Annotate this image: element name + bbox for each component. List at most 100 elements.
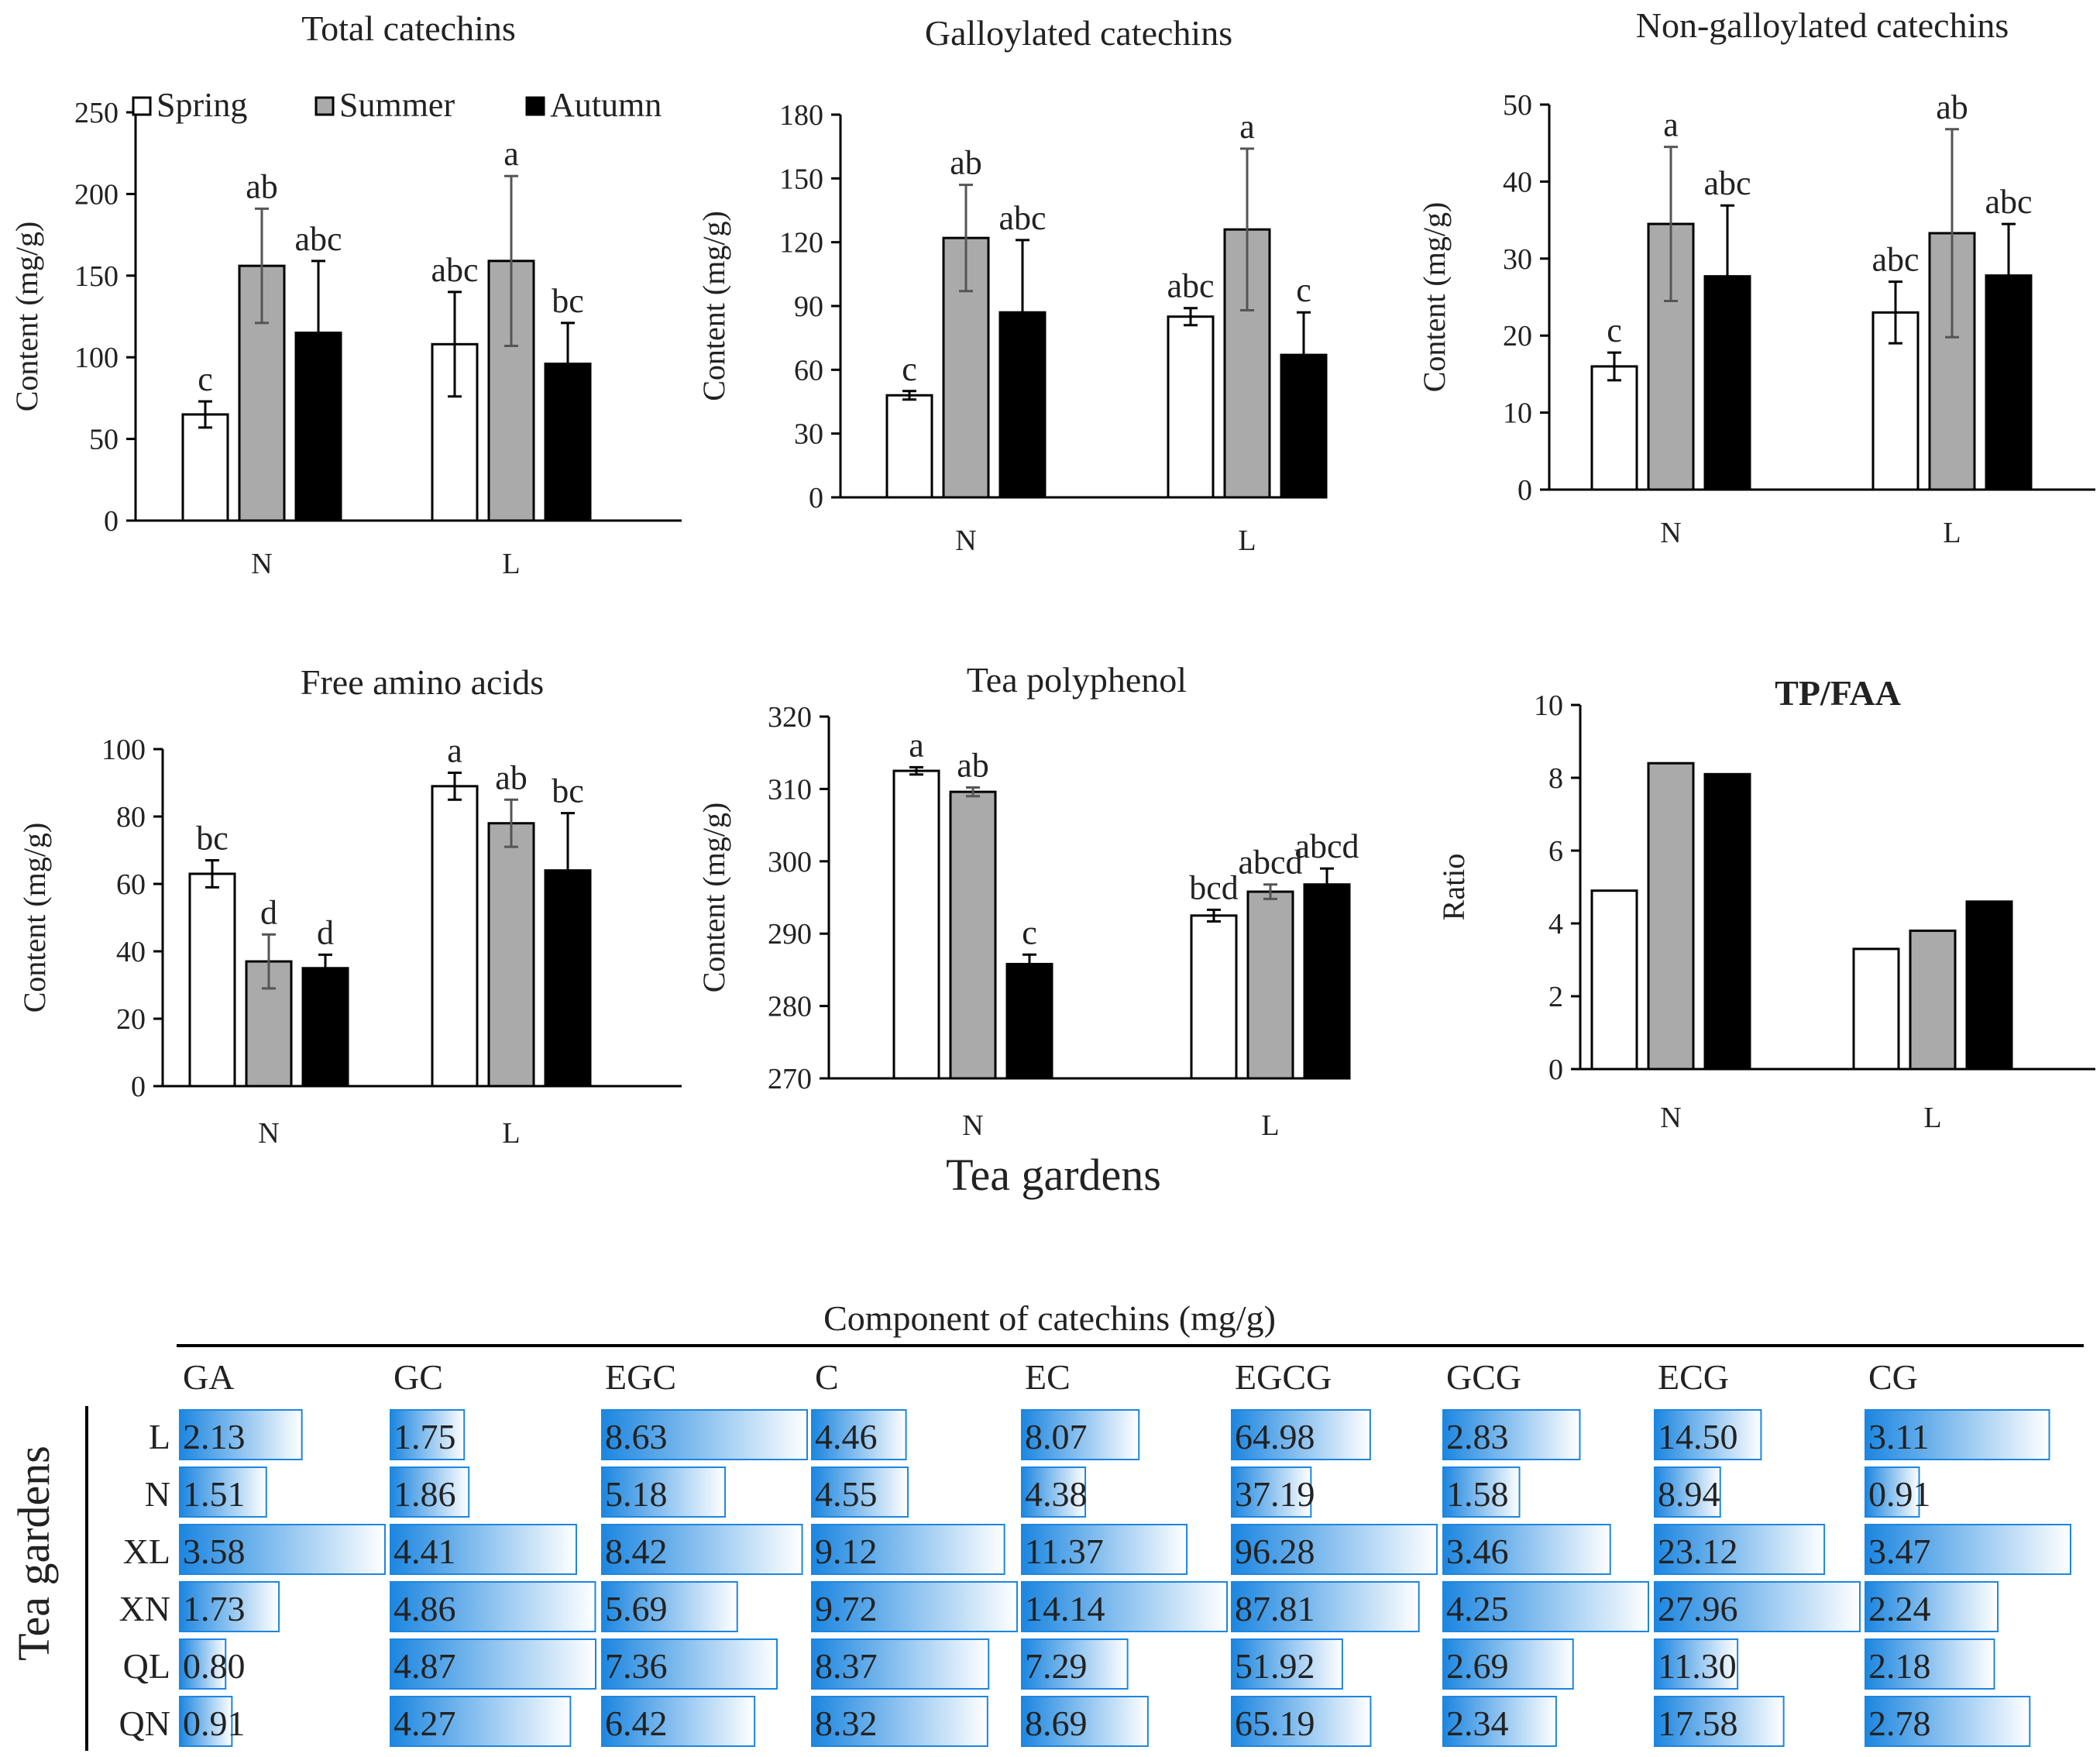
legend-item-summer: Summer: [314, 86, 455, 124]
bar-summer-n: [1647, 762, 1695, 1071]
significance-label: a: [1663, 106, 1679, 144]
y-tick-label: 80: [116, 801, 146, 834]
significance-label: c: [1296, 271, 1311, 309]
bar-summer-l: [1909, 929, 1957, 1071]
error-bar-spring-l: [1207, 908, 1221, 923]
error-bar-summer-l: [504, 174, 518, 347]
data-bar-ecg: [1654, 1466, 1721, 1518]
significance-label: bc: [552, 772, 584, 810]
significance-label: a: [909, 726, 924, 764]
cell-value-ecg: 8.94: [1658, 1474, 1720, 1514]
data-bar-egc: [601, 1524, 803, 1575]
cell-value-ec: 11.37: [1025, 1532, 1104, 1571]
significance-label: abc: [1167, 267, 1214, 305]
x-tick-label-l: L: [502, 548, 520, 580]
y-tick-label: 320: [768, 701, 812, 734]
data-bar-gc: [390, 1409, 466, 1460]
column-header-c: C: [815, 1357, 839, 1397]
x-tick-label-n: N: [955, 524, 976, 557]
column-header-ga: GA: [183, 1357, 234, 1397]
cell-value-ecg: 14.50: [1658, 1417, 1738, 1456]
x-tick-label-l: L: [1943, 517, 1961, 549]
cell-value-ga: 1.51: [183, 1474, 246, 1514]
cell-value-cg: 2.24: [1868, 1589, 1931, 1628]
y-tick-label: 0: [1548, 1054, 1563, 1086]
significance-label: bc: [552, 282, 584, 320]
data-bar-cg: [1865, 1409, 2050, 1460]
error-bar-summer-n: [1664, 146, 1678, 302]
row-label: XN: [119, 1589, 170, 1628]
data-bar-egcg: [1231, 1581, 1420, 1632]
data-bar-ec: [1021, 1638, 1129, 1690]
cell-value-gcg: 2.69: [1446, 1646, 1509, 1686]
error-bar-spring-n: [909, 765, 923, 776]
row-label: XL: [123, 1532, 170, 1571]
y-axis-label: Content (mg/g): [1417, 202, 1452, 393]
row-label: QL: [123, 1646, 170, 1686]
data-bar-cg: [1865, 1638, 1995, 1690]
legend-swatch: [525, 96, 545, 116]
y-tick-label: 100: [74, 342, 119, 374]
data-bar-ec: [1021, 1581, 1228, 1632]
cell-value-cg: 3.11: [1868, 1417, 1930, 1456]
error-bar-autumn-n: [318, 953, 332, 983]
y-tick-label: 310: [768, 773, 812, 806]
error-bar-spring-l: [1889, 280, 1902, 345]
cell-value-ecg: 27.96: [1658, 1589, 1738, 1628]
chart-panel-free-amino-acids: Free amino acids Content (mg/g) 0 20 40 60 80 1…: [17, 662, 682, 1150]
bar-spring-n: [181, 413, 229, 522]
data-bar-egcg: [1231, 1638, 1343, 1690]
significance-label: c: [902, 350, 917, 388]
cell-value-gcg: 3.46: [1446, 1532, 1509, 1571]
cell-value-gc: 4.41: [394, 1532, 456, 1571]
significance-label: abc: [1871, 241, 1919, 279]
error-bar-summer-l: [1240, 147, 1254, 311]
y-tick-label: 8: [1548, 762, 1563, 795]
bar-autumn-n: [301, 967, 349, 1088]
cell-value-ecg: 17.58: [1658, 1704, 1738, 1743]
y-tick-label: 10: [1503, 397, 1532, 430]
x-tick-label-l: L: [1238, 524, 1256, 557]
table-row-n: N 1.51 1.86 5.18 4.55 4.38 37.19 1.58 8.94 0.91: [145, 1466, 1931, 1518]
data-bar-c: [811, 1638, 990, 1690]
data-bar-ga: [179, 1466, 267, 1518]
cell-value-ga: 0.91: [183, 1704, 246, 1743]
data-bar-gcg: [1442, 1524, 1611, 1575]
cell-value-c: 4.55: [815, 1474, 878, 1514]
x-tick-label-n: N: [1660, 517, 1681, 549]
legend-item-spring: Spring: [132, 86, 247, 124]
data-bar-ec: [1021, 1524, 1188, 1575]
bar-autumn-l: [1303, 883, 1351, 1080]
cell-value-ec: 8.07: [1025, 1417, 1088, 1456]
bar-summer-l: [487, 822, 535, 1088]
cell-value-gc: 1.86: [394, 1474, 456, 1514]
cell-value-c: 9.72: [815, 1589, 878, 1628]
chart-panel-non-galloylated-catechins: Non-galloylated catechins Content (mg/g) 0…: [1417, 5, 2095, 549]
cell-value-egc: 8.42: [605, 1532, 668, 1571]
error-bar-summer-l: [1263, 883, 1277, 900]
error-bar-autumn-n: [1016, 239, 1029, 387]
cell-value-gcg: 4.25: [1446, 1589, 1509, 1628]
cell-value-gc: 1.75: [394, 1417, 456, 1456]
cell-value-egc: 5.69: [605, 1589, 668, 1628]
cell-value-ec: 4.38: [1025, 1474, 1088, 1514]
significance-label: a: [447, 731, 462, 769]
data-bar-ga: [179, 1581, 280, 1632]
data-bar-ecg: [1654, 1524, 1826, 1575]
chart-panel-tea-polyphenol: Tea polyphenol Content (mg/g) 270 280 290 300…: [696, 660, 1359, 1142]
error-bar-autumn-l: [561, 321, 575, 406]
data-bar-gc: [390, 1581, 596, 1632]
significance-label: ab: [246, 167, 278, 205]
chart-legend: Spring Summer Autumn: [132, 86, 662, 124]
error-bar-spring-l: [1184, 307, 1198, 327]
y-tick-label: 250: [74, 97, 119, 129]
column-header-cg: CG: [1868, 1357, 1918, 1397]
data-bar-ga: [179, 1696, 233, 1747]
y-tick-label: 10: [1534, 689, 1563, 722]
y-tick-label: 20: [1503, 320, 1532, 352]
data-bar-gcg: [1442, 1581, 1649, 1632]
x-tick-label-n: N: [258, 1117, 279, 1150]
data-bar-ga: [179, 1409, 303, 1460]
cell-value-egc: 7.36: [605, 1646, 668, 1686]
